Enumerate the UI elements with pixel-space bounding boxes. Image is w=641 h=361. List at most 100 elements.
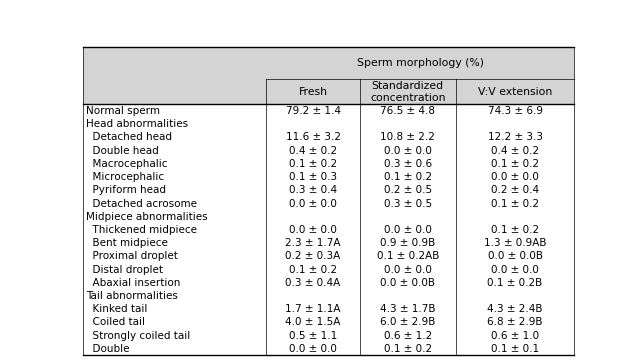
Text: 0.5 ± 1.1: 0.5 ± 1.1 [289, 331, 337, 340]
Bar [360, 79, 456, 104]
Text: 0.1 ± 0.2: 0.1 ± 0.2 [289, 159, 337, 169]
Bar [83, 131, 267, 144]
Bar [267, 79, 360, 104]
Text: 0.0 ± 0.0: 0.0 ± 0.0 [384, 146, 431, 156]
Text: 0.6 ± 1.0: 0.6 ± 1.0 [491, 331, 539, 340]
Bar [83, 263, 267, 276]
Bar [267, 184, 360, 197]
Text: 0.0 ± 0.0: 0.0 ± 0.0 [289, 225, 337, 235]
Bar [456, 223, 574, 236]
Bar [83, 210, 267, 223]
Bar [267, 342, 360, 355]
Text: Proximal droplet: Proximal droplet [86, 251, 178, 261]
Bar [360, 342, 456, 355]
Text: 0.0 ± 0.0: 0.0 ± 0.0 [384, 265, 431, 274]
Text: 0.0 ± 0.0: 0.0 ± 0.0 [289, 199, 337, 209]
Bar [267, 236, 360, 250]
Bar [267, 104, 360, 118]
Text: 2.3 ± 1.7A: 2.3 ± 1.7A [285, 238, 341, 248]
Bar [83, 157, 267, 170]
Text: 0.6 ± 1.2: 0.6 ± 1.2 [383, 331, 432, 340]
Bar [360, 223, 456, 236]
Bar [83, 184, 267, 197]
Bar [360, 316, 456, 329]
Text: 0.0 ± 0.0: 0.0 ± 0.0 [491, 265, 539, 274]
Bar [456, 157, 574, 170]
Text: 4.0 ± 1.5A: 4.0 ± 1.5A [285, 317, 341, 327]
Text: 0.4 ± 0.2: 0.4 ± 0.2 [491, 146, 539, 156]
Bar [456, 118, 574, 131]
Bar [267, 263, 360, 276]
Bar [456, 342, 574, 355]
Text: Distal droplet: Distal droplet [86, 265, 163, 274]
Bar [83, 329, 267, 342]
Bar [360, 329, 456, 342]
Bar [360, 289, 456, 303]
Bar [83, 104, 267, 118]
Text: 0.4 ± 0.2: 0.4 ± 0.2 [289, 146, 337, 156]
Bar [456, 184, 574, 197]
Text: Kinked tail: Kinked tail [86, 304, 147, 314]
Text: 0.1 ± 0.3: 0.1 ± 0.3 [289, 172, 337, 182]
Text: 0.3 ± 0.6: 0.3 ± 0.6 [384, 159, 432, 169]
Bar [360, 104, 456, 118]
Bar [456, 276, 574, 289]
Bar [456, 170, 574, 184]
Bar [456, 144, 574, 157]
Text: 1.3 ± 0.9AB: 1.3 ± 0.9AB [484, 238, 546, 248]
Text: 0.1 ± 0.2AB: 0.1 ± 0.2AB [376, 251, 439, 261]
Text: 0.3 ± 0.5: 0.3 ± 0.5 [384, 199, 432, 209]
Bar [83, 236, 267, 250]
Text: 11.6 ± 3.2: 11.6 ± 3.2 [286, 132, 340, 143]
Text: 0.1 ± 0.2B: 0.1 ± 0.2B [487, 278, 543, 288]
Text: Coiled tail: Coiled tail [86, 317, 145, 327]
Bar [267, 48, 574, 79]
Bar [360, 250, 456, 263]
Bar [456, 79, 574, 104]
Bar [360, 236, 456, 250]
Bar [456, 197, 574, 210]
Text: 6.8 ± 2.9B: 6.8 ± 2.9B [487, 317, 543, 327]
Text: 0.1 ± 0.2: 0.1 ± 0.2 [289, 265, 337, 274]
Bar [267, 210, 360, 223]
Text: 79.2 ± 1.4: 79.2 ± 1.4 [286, 106, 340, 116]
Bar [83, 118, 267, 131]
Text: Microcephalic: Microcephalic [86, 172, 163, 182]
Text: 0.2 ± 0.5: 0.2 ± 0.5 [384, 185, 432, 195]
Text: Sperm morphology (%): Sperm morphology (%) [357, 58, 484, 69]
Bar [360, 276, 456, 289]
Bar [267, 250, 360, 263]
Bar [267, 276, 360, 289]
Bar [360, 131, 456, 144]
Text: Detached head: Detached head [86, 132, 172, 143]
Bar [456, 316, 574, 329]
Bar [83, 144, 267, 157]
Bar [267, 170, 360, 184]
Text: 4.3 ± 1.7B: 4.3 ± 1.7B [380, 304, 435, 314]
Bar [360, 118, 456, 131]
Bar [267, 197, 360, 210]
Text: Midpiece abnormalities: Midpiece abnormalities [86, 212, 207, 222]
Text: 10.8 ± 2.2: 10.8 ± 2.2 [380, 132, 435, 143]
Text: Detached acrosome: Detached acrosome [86, 199, 197, 209]
Text: 0.2 ± 0.3A: 0.2 ± 0.3A [285, 251, 341, 261]
Bar [83, 250, 267, 263]
Text: Standardized
concentration: Standardized concentration [370, 81, 445, 103]
Text: Pyriform head: Pyriform head [86, 185, 165, 195]
Text: 0.0 ± 0.0: 0.0 ± 0.0 [491, 172, 539, 182]
Text: 0.1 ± 0.2: 0.1 ± 0.2 [384, 172, 432, 182]
Bar [83, 79, 267, 104]
Bar [360, 184, 456, 197]
Bar [83, 342, 267, 355]
Bar [267, 303, 360, 316]
Bar [456, 303, 574, 316]
Bar [456, 236, 574, 250]
Bar [456, 104, 574, 118]
Text: 0.1 ± 0.2: 0.1 ± 0.2 [384, 344, 432, 354]
Bar [267, 316, 360, 329]
Bar [83, 276, 267, 289]
Text: Double head: Double head [86, 146, 158, 156]
Bar [83, 48, 267, 79]
Text: 0.3 ± 0.4A: 0.3 ± 0.4A [285, 278, 341, 288]
Text: Thickened midpiece: Thickened midpiece [86, 225, 197, 235]
